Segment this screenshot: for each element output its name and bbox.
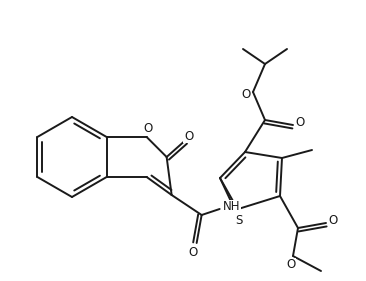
Text: O: O bbox=[184, 130, 193, 142]
Text: O: O bbox=[241, 87, 251, 101]
Text: NH: NH bbox=[223, 201, 240, 214]
Text: O: O bbox=[188, 246, 197, 259]
Text: NH: NH bbox=[223, 201, 240, 214]
Text: O: O bbox=[328, 214, 337, 228]
Text: S: S bbox=[235, 214, 243, 226]
Text: O: O bbox=[143, 121, 152, 135]
Text: O: O bbox=[286, 259, 296, 271]
Text: O: O bbox=[295, 115, 305, 128]
